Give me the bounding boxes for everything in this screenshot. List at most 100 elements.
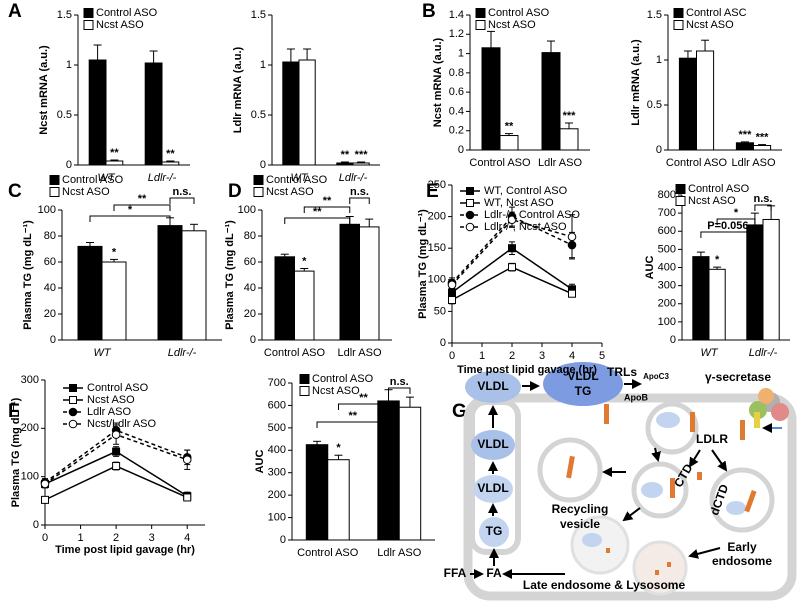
fragment [667,562,671,567]
x-tick-label: WT [93,347,111,359]
x-tick-label: 1 [77,532,83,544]
y-tick-label: 500 [268,422,286,434]
annotation: ** [348,410,357,422]
y-tick-label: 1 [260,59,266,71]
marker [41,495,49,504]
ldlr [670,478,675,498]
label: γ-secretase [705,370,771,384]
fragment [655,570,659,575]
legend-label: Ncst/Ldlr ASO [87,418,157,430]
x-tick-label: 4 [569,350,575,362]
panel-letter: E [426,181,439,202]
x-tick-label: 4 [184,532,190,544]
x-tick-label: Ldlr-/- [749,347,778,359]
y-tick-label: 100 [428,274,446,286]
x-tick-label: 1 [479,350,485,362]
bar [559,128,579,151]
y-axis-label: Ncst mRNA (a.u.) [38,45,50,135]
bracket [316,421,390,428]
x-tick-label: Ldlr-/- [168,347,197,359]
x-tick-label: Control ASO [666,157,728,169]
label: VLDL [477,379,508,393]
y-tick-label: 0 [440,337,446,349]
y-tick-label: 0.5 [251,109,266,121]
y-tick-label: 0 [50,334,56,346]
annotation: n.s. [754,193,773,205]
y-tick-label: 80 [244,230,256,242]
label: ApoB [624,392,648,402]
x-tick-label: 2 [113,532,119,544]
legend-swatch [299,386,310,396]
cell-membrane [463,393,797,601]
y-tick-label: 1.4 [449,9,464,21]
y-tick-label: 0.5 [57,109,72,121]
legend-swatch [475,8,486,18]
legend-swatch [673,20,684,30]
annotation: ** [505,121,514,133]
y-axis-label: Ldlr mRNA (a.u.) [630,39,642,126]
label: VLDL [477,481,508,495]
marker [112,462,121,471]
legend-swatch [475,20,486,30]
marker [40,479,50,489]
annotation: n.s. [350,186,369,198]
legend-label: Control ASO [312,373,374,385]
label: VLDL [567,369,598,383]
bar [481,47,501,151]
bracket [700,231,756,238]
y-tick-label: 700 [658,207,676,219]
marker [448,296,456,305]
y-tick-label: 300 [21,374,39,386]
legend-label: Control ASC [686,7,747,19]
annotation: ** [166,148,175,160]
bracket [388,387,411,394]
label: CTD [671,461,696,490]
subunit [771,403,789,421]
legend-marker [69,384,77,392]
bar [305,444,329,541]
annotation: ** [138,193,147,205]
legend-swatch [83,8,94,18]
trl-particle [582,533,602,547]
bracket [349,197,370,204]
annotation: *** [355,149,369,161]
x-tick-label: Control ASO [264,347,326,359]
vldl-particle [471,430,515,460]
bar [499,135,519,151]
legend-label: WT, Ncst ASO [484,197,554,209]
legend-marker [465,222,475,232]
bar [696,50,715,151]
arrow [688,547,721,559]
y-axis-label: Plasma TG (mg dL⁻¹) [417,209,429,319]
y-tick-label: 700 [268,377,286,389]
bracket [169,197,195,204]
legend-marker [68,419,78,429]
annotation: ** [341,149,350,161]
legend-marker [465,210,475,220]
y-tick-label: 250 [428,179,446,191]
bar [359,226,380,341]
legend-label: Ncst ASO [312,385,360,397]
y-tick-label: 200 [21,422,39,434]
annotation: * [734,207,739,219]
legend-swatch [299,374,310,384]
y-axis-label: Ldlr mRNA (a.u.) [232,46,244,133]
annotation: ** [313,206,322,218]
bar [77,245,103,341]
legend-label: Control ASO [688,183,750,195]
bar [753,145,772,151]
marker [447,280,457,290]
subunit [754,412,760,428]
legend-label: Ncst ASO [87,394,135,406]
legend-label: Control ASO [62,174,124,186]
recycling-vesicle [537,437,603,503]
bar [274,256,295,341]
y-tick-label: 50 [434,305,446,317]
label: Late endosome & Lysosome [523,578,686,592]
label: TG [486,524,503,538]
legend-swatch [675,184,686,194]
annotation: n.s. [173,186,192,198]
panel-letter: C [8,181,22,202]
lysosome [632,540,688,596]
vldl-particle [473,475,513,503]
